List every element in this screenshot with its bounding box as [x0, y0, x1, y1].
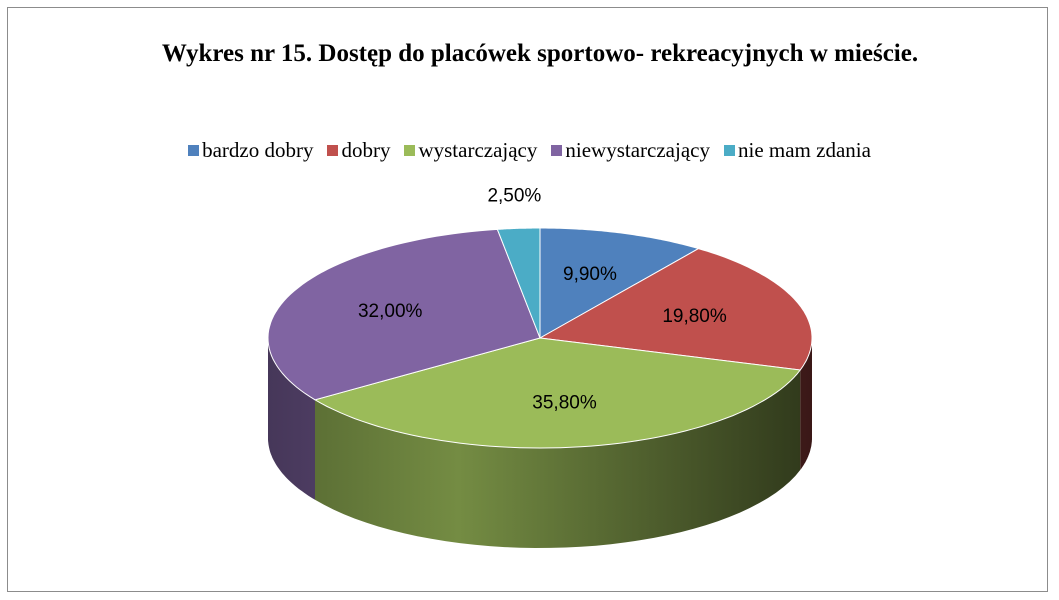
data-label: 9,90%	[563, 264, 617, 285]
legend-swatch	[327, 145, 339, 156]
legend-item: wystarczający	[404, 138, 537, 163]
data-label: 2,50%	[487, 185, 541, 206]
pie-slice	[496, 227, 541, 339]
pie-slice	[313, 337, 802, 449]
slice-side	[268, 338, 315, 500]
data-label: 35,80%	[532, 392, 597, 413]
legend-swatch	[404, 145, 416, 156]
legend-label: dobry	[341, 138, 391, 162]
pie-slice	[539, 227, 700, 339]
slice-side	[800, 338, 812, 470]
legend: bardzo dobry dobry wystarczający niewystarc…	[0, 138, 1059, 163]
legend-item: nie mam zdania	[723, 138, 871, 163]
data-label: 32,00%	[358, 301, 423, 322]
slice-side	[315, 370, 801, 548]
legend-label: wystarczający	[418, 138, 538, 162]
legend-item: bardzo dobry	[188, 138, 313, 163]
legend-swatch	[551, 145, 563, 156]
legend-item: dobry	[327, 138, 390, 163]
legend-swatch	[723, 145, 735, 156]
pie-slice	[538, 248, 813, 371]
legend-label: niewystarczający	[565, 138, 710, 162]
legend-label: bardzo dobry	[202, 138, 314, 162]
data-label: 19,80%	[662, 306, 727, 327]
chart-frame	[7, 7, 1048, 592]
legend-label: nie mam zdania	[737, 138, 871, 162]
chart-title: Wykres nr 15. Dostęp do placówek sportow…	[161, 40, 919, 67]
legend-swatch	[188, 145, 200, 156]
legend-item: niewystarczający	[551, 138, 710, 163]
pie-slice	[267, 228, 541, 401]
